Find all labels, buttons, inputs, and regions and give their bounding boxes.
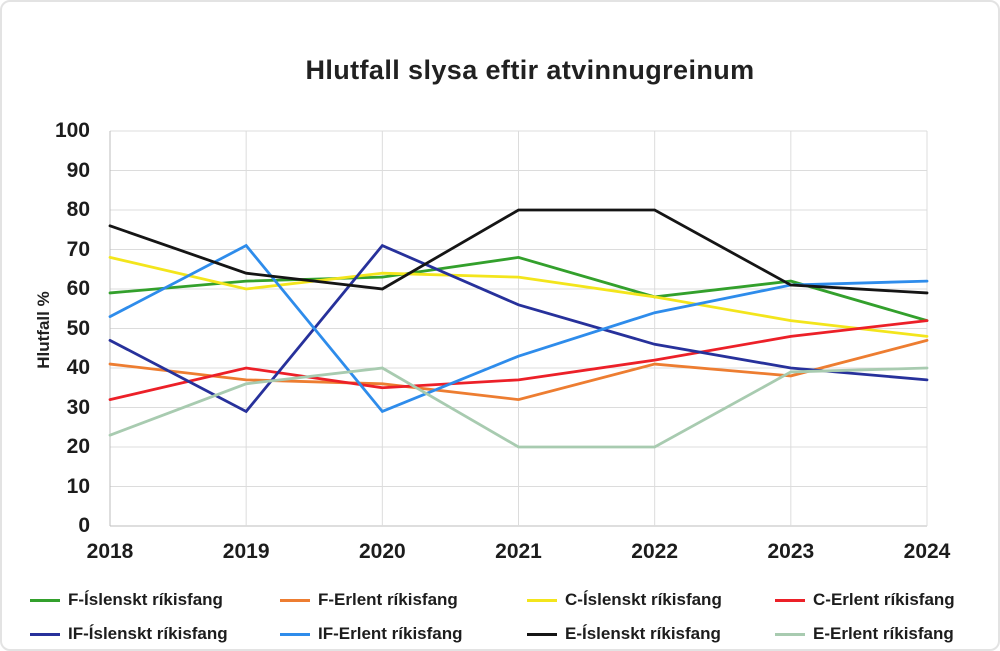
legend-swatch-icon bbox=[30, 598, 60, 602]
x-tick-label-2019: 2019 bbox=[222, 540, 270, 563]
legend-label: E-Erlent ríkisfang bbox=[813, 624, 954, 643]
y-tick-label-30: 30 bbox=[66, 395, 90, 419]
x-tick-label-2020: 2020 bbox=[358, 540, 406, 563]
x-tick-label-2018: 2018 bbox=[86, 540, 134, 563]
series-line-1 bbox=[108, 338, 929, 402]
legend-item-4: IF-Íslenskt ríkisfang bbox=[30, 623, 228, 645]
legend-swatch-icon bbox=[775, 598, 805, 602]
legend-swatch-icon bbox=[527, 598, 557, 602]
legend-label: C-Erlent ríkisfang bbox=[813, 590, 955, 609]
series-line-7 bbox=[108, 366, 929, 449]
legend-item-3: C-Erlent ríkisfang bbox=[775, 589, 955, 611]
y-tick-label-20: 20 bbox=[66, 435, 90, 458]
legend-label: IF-Íslenskt ríkisfang bbox=[68, 624, 228, 643]
legend-swatch-icon bbox=[527, 632, 557, 636]
x-tick-label-2022: 2022 bbox=[631, 540, 679, 563]
legend-item-2: C-Íslenskt ríkisfang bbox=[527, 589, 722, 611]
legend-label: E-Íslenskt ríkisfang bbox=[565, 624, 721, 643]
legend-label: F-Erlent ríkisfang bbox=[318, 590, 458, 609]
legend-swatch-icon bbox=[280, 632, 310, 636]
chart-title: Hlutfall slysa eftir atvinnugreinum bbox=[305, 55, 755, 85]
legend-item-5: IF-Erlent ríkisfang bbox=[280, 623, 463, 645]
series-line-2 bbox=[108, 255, 929, 338]
series-line-0 bbox=[108, 255, 929, 323]
series-line-4 bbox=[108, 243, 929, 414]
legend-item-6: E-Íslenskt ríkisfang bbox=[527, 623, 721, 645]
y-tick-label-100: 100 bbox=[54, 119, 90, 142]
legend-label: IF-Erlent ríkisfang bbox=[318, 624, 463, 643]
y-tick-label-10: 10 bbox=[66, 474, 90, 498]
legend-swatch-icon bbox=[775, 632, 805, 636]
legend-swatch-icon bbox=[30, 632, 60, 636]
x-tick-label-2023: 2023 bbox=[767, 540, 815, 563]
legend-label: F-Íslenskt ríkisfang bbox=[68, 590, 223, 609]
y-tick-label-80: 80 bbox=[66, 198, 90, 221]
legend-swatch-icon bbox=[280, 598, 310, 602]
y-tick-label-90: 90 bbox=[66, 158, 90, 182]
legend-label: C-Íslenskt ríkisfang bbox=[565, 590, 722, 609]
series-line-3 bbox=[108, 319, 929, 402]
y-tick-label-40: 40 bbox=[66, 356, 90, 379]
series-line-6 bbox=[108, 208, 929, 295]
legend-item-7: E-Erlent ríkisfang bbox=[775, 623, 954, 645]
legend-item-1: F-Erlent ríkisfang bbox=[280, 589, 458, 611]
x-tick-label-2021: 2021 bbox=[495, 540, 542, 563]
y-tick-label-50: 50 bbox=[66, 316, 90, 340]
y-tick-label-0: 0 bbox=[78, 514, 90, 537]
legend-item-0: F-Íslenskt ríkisfang bbox=[30, 589, 223, 611]
y-tick-label-60: 60 bbox=[66, 277, 90, 300]
x-tick-label-2024: 2024 bbox=[903, 540, 951, 563]
y-tick-label-70: 70 bbox=[66, 237, 90, 261]
